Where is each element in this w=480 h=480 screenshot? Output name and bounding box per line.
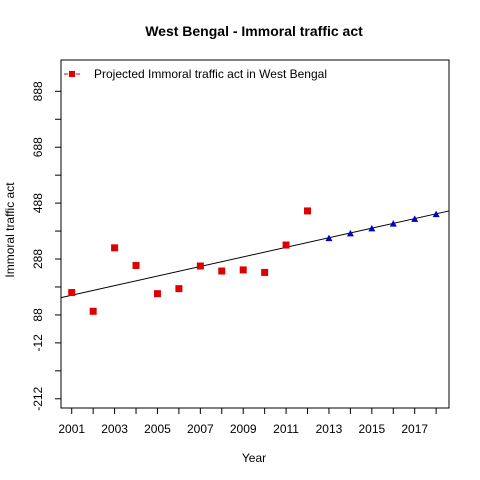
y-tick-label: -212 [31,386,45,410]
chart-title: West Bengal - Immoral traffic act [145,23,363,39]
data-point-square [239,266,247,274]
x-tick-label: 2017 [401,422,428,436]
x-tick-label: 2015 [358,422,385,436]
data-point-triangle [389,220,397,227]
x-tick-label: 2009 [230,422,257,436]
x-tick-label: 2001 [58,422,85,436]
data-point-triangle [346,229,354,237]
x-tick-label: 2011 [273,422,299,436]
data-point-square [196,262,204,270]
x-tick-label: 2005 [144,422,171,436]
trend-line-group [60,210,450,299]
y-tick-label: 488 [31,193,45,213]
data-point-square [261,268,269,276]
y-tick-label: 688 [31,137,45,157]
data-point-square [111,244,119,252]
y-tick-label: 888 [31,81,45,101]
trend-line [60,210,450,299]
y-tick-label: -12 [31,334,45,352]
data-point-square [304,207,312,215]
data-point-triangle [411,215,419,222]
x-tick-label: 2007 [187,422,214,436]
legend-label: Projected Immoral traffic act in West Be… [94,67,327,81]
x-axis-label: Year [242,451,266,465]
data-point-triangle [325,234,333,242]
y-tick-label: 88 [31,308,45,322]
y-tick-label: 288 [31,249,45,269]
data-point-triangle [432,210,440,218]
data-point-square [175,285,183,293]
x-axis: 2001 2003 2005 2007 2009 2011 2013 2015 2017 [58,407,437,436]
x-tick-label: 2013 [316,422,343,436]
data-point-square [89,307,97,315]
data-point-square [218,267,226,275]
y-axis-label: Immoral traffic act [3,182,17,278]
data-point-triangle [368,224,376,232]
data-point-square [68,289,76,297]
y-axis: -212 -12 88 288 488 688 888 [31,81,62,411]
data-point-square [282,241,290,249]
x-tick-label: 2003 [101,422,128,436]
legend: Projected Immoral traffic act in West Be… [64,67,327,81]
data-points [68,207,440,315]
legend-marker [69,71,75,77]
data-point-square [153,290,161,298]
data-point-square [132,261,140,269]
